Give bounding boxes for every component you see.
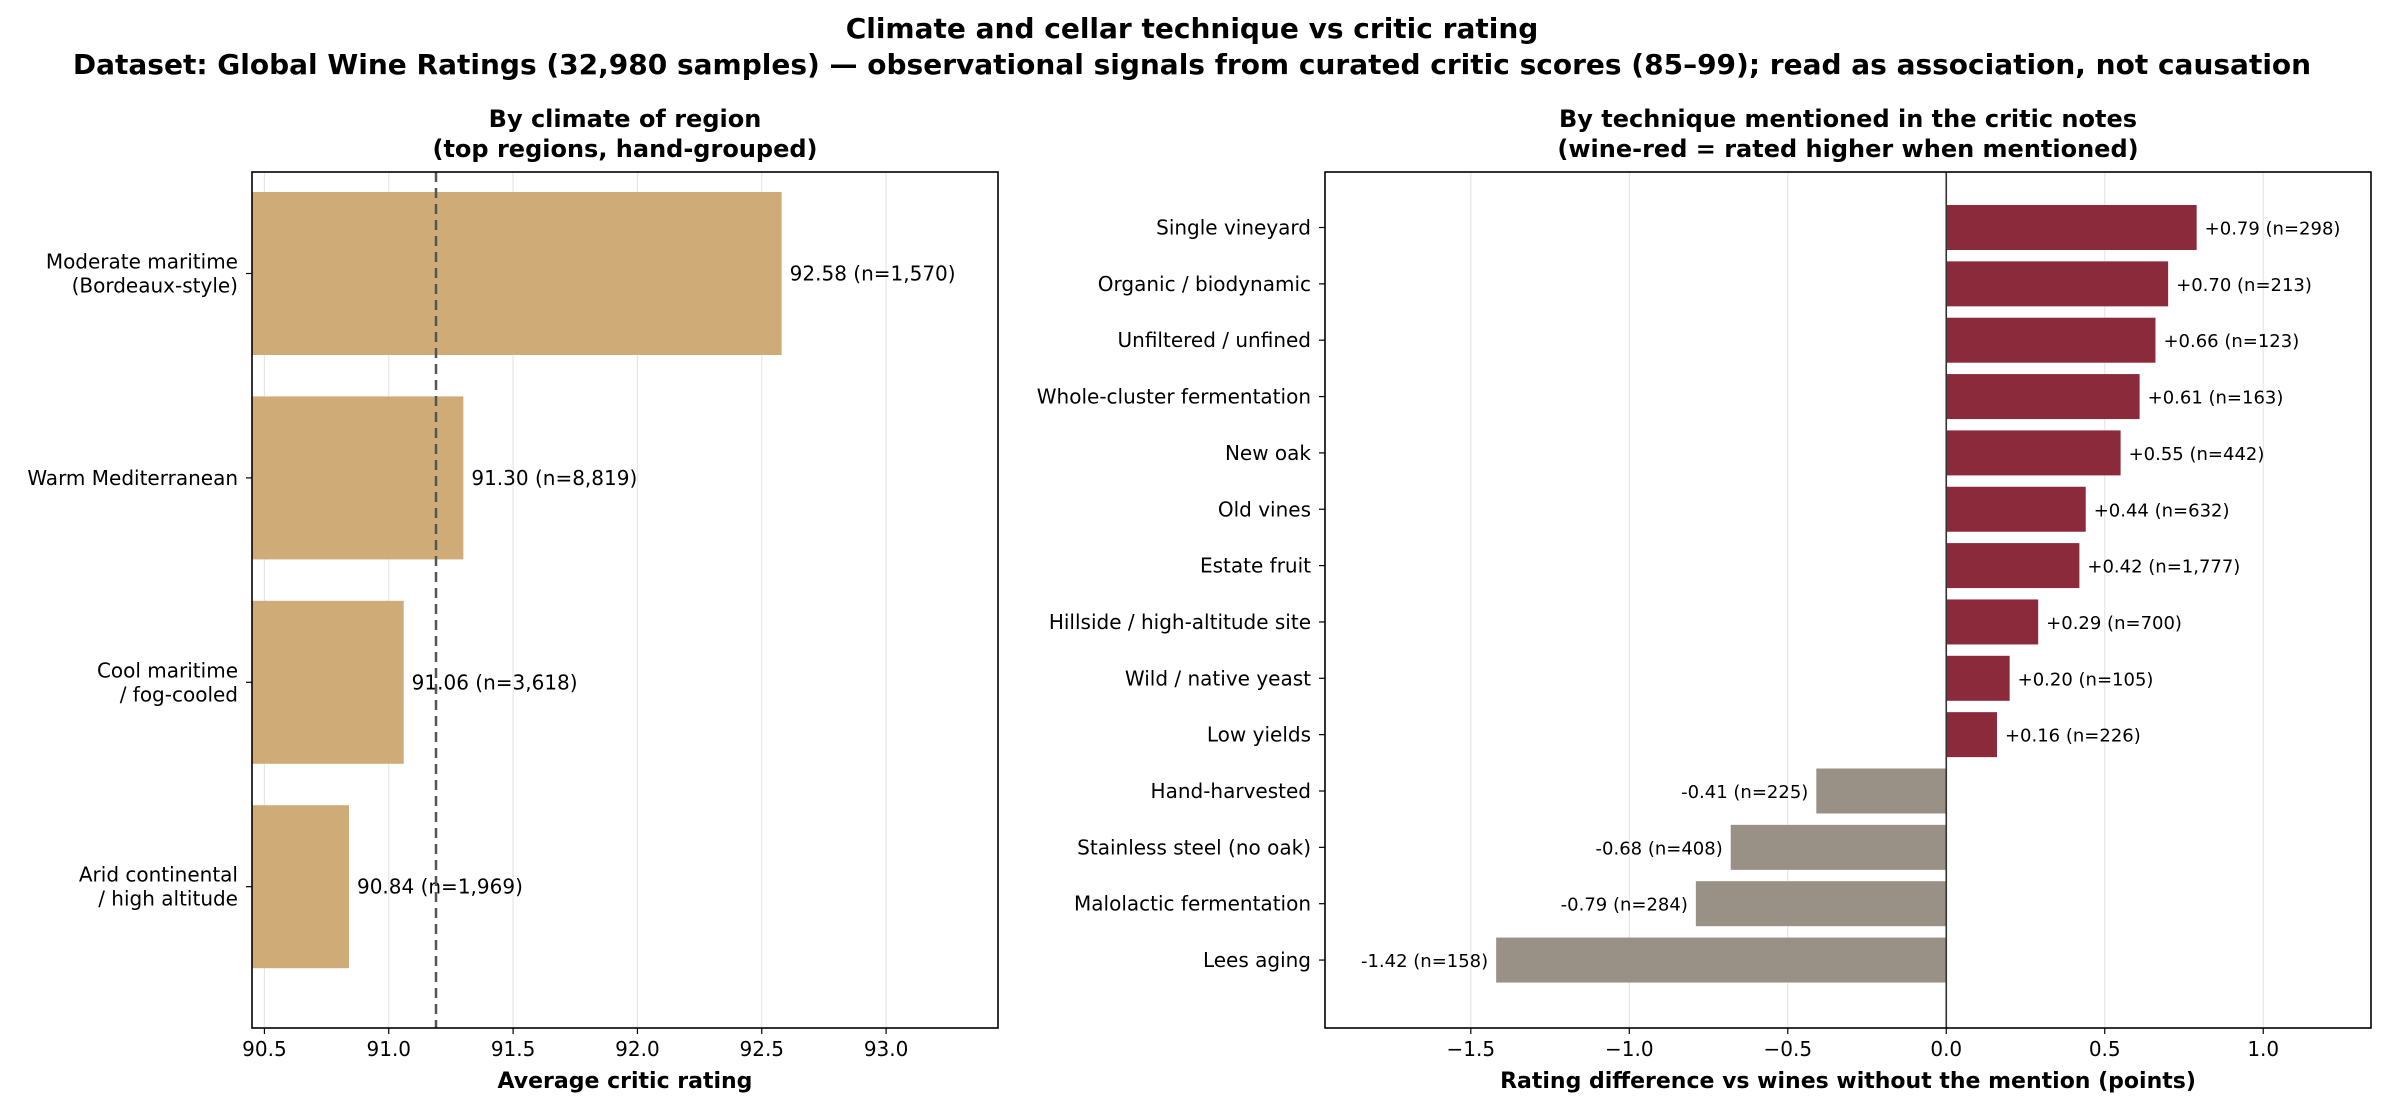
bar-value-label: +0.66 (n=123) — [2163, 331, 2299, 352]
bar-value-label: +0.16 (n=226) — [2005, 726, 2141, 747]
y-tick-label: Old vines — [1218, 497, 1311, 521]
x-tick-label: 91.0 — [367, 1037, 412, 1061]
figure-subtitle: Dataset: Global Wine Ratings (32,980 sam… — [72, 48, 2312, 81]
bar-value-label: +0.61 (n=163) — [2148, 388, 2284, 409]
y-tick-label: Lees aging — [1203, 948, 1311, 972]
bar — [1946, 655, 2010, 701]
bar-value-label: +0.44 (n=632) — [2094, 500, 2230, 521]
bar — [1946, 430, 2121, 476]
x-axis-label: Average critic rating — [498, 1069, 753, 1094]
x-tick-label: 91.5 — [491, 1037, 536, 1061]
y-tick-label: Low yields — [1207, 723, 1311, 747]
bar-value-label: -0.68 (n=408) — [1596, 838, 1723, 859]
x-tick-label: 0.5 — [2089, 1037, 2121, 1061]
y-tick-label: Malolactic fermentation — [1074, 892, 1311, 916]
bar — [1946, 205, 2197, 250]
bar-value-label: +0.55 (n=442) — [2129, 444, 2265, 465]
y-tick-label: Unfiltered / unfined — [1118, 328, 1311, 352]
panel-1: By climate of region (top regions, hand-g… — [27, 105, 999, 1094]
bar — [1946, 317, 2156, 363]
y-tick-label: Hillside / high-altitude site — [1049, 610, 1311, 634]
y-tick-label: Moderate maritime (Bordeaux-style) — [46, 250, 238, 298]
panel-title: By technique mentioned in the critic not… — [1557, 105, 2138, 163]
plot-frame — [1324, 171, 2372, 1029]
bar — [1730, 824, 1947, 870]
x-tick-label: 1.0 — [2247, 1037, 2279, 1061]
bar-value-label: -0.79 (n=284) — [1561, 895, 1688, 916]
panel-title: By climate of region (top regions, hand-g… — [432, 105, 817, 163]
bar — [1946, 374, 2140, 420]
bar — [1946, 543, 2080, 589]
y-tick-label: Arid continental / high altitude — [79, 863, 238, 911]
bar — [1946, 712, 1997, 758]
x-tick-label: −1.0 — [1605, 1037, 1654, 1061]
x-tick-label: 0.0 — [1930, 1037, 1962, 1061]
x-tick-label: 93.0 — [864, 1037, 909, 1061]
bar-value-label: +0.42 (n=1,777) — [2087, 557, 2240, 578]
bar-value-label: +0.79 (n=298) — [2205, 219, 2341, 240]
y-tick-label: Hand-harvested — [1151, 779, 1311, 803]
bar — [252, 396, 464, 560]
x-tick-label: 92.0 — [615, 1037, 660, 1061]
bar-value-label: +0.29 (n=700) — [2046, 613, 2182, 634]
panel-2: By technique mentioned in the critic not… — [1037, 105, 2372, 1094]
y-tick-label: Warm Mediterranean — [27, 466, 238, 490]
bar — [252, 192, 782, 355]
x-tick-label: −0.5 — [1763, 1037, 1812, 1061]
y-tick-label: New oak — [1225, 441, 1311, 465]
y-tick-label: Whole-cluster fermentation — [1037, 385, 1311, 409]
x-tick-label: −1.5 — [1447, 1037, 1496, 1061]
plot-frame — [251, 171, 999, 1029]
y-tick-label: Estate fruit — [1200, 554, 1311, 578]
bar — [252, 600, 404, 764]
bar — [1946, 599, 2039, 645]
figure-title: Climate and cellar technique vs critic r… — [845, 12, 1539, 45]
x-axis-label: Rating difference vs wines without the m… — [1500, 1069, 2196, 1094]
bar — [1496, 937, 1947, 983]
bar — [1816, 768, 1947, 814]
bar-value-label: 90.84 (n=1,969) — [357, 875, 523, 899]
bar-value-label: 91.30 (n=8,819) — [471, 466, 637, 490]
y-tick-label: Single vineyard — [1156, 216, 1311, 240]
y-tick-label: Organic / biodynamic — [1098, 272, 1311, 296]
y-tick-label: Wild / native yeast — [1125, 666, 1311, 690]
bar-value-label: +0.20 (n=105) — [2018, 669, 2154, 690]
bar-value-label: +0.70 (n=213) — [2176, 275, 2312, 296]
bar-value-label: 92.58 (n=1,570) — [790, 262, 956, 286]
bar-value-label: -0.41 (n=225) — [1681, 782, 1808, 803]
bar — [252, 805, 349, 969]
bar — [1695, 881, 1947, 927]
x-tick-label: 92.5 — [740, 1037, 785, 1061]
bar — [1946, 261, 2169, 307]
bar-value-label: -1.42 (n=158) — [1361, 951, 1488, 972]
bar — [1946, 486, 2086, 532]
x-tick-label: 90.5 — [242, 1037, 287, 1061]
y-tick-label: Stainless steel (no oak) — [1077, 835, 1311, 859]
bar-value-label: 91.06 (n=3,618) — [412, 670, 578, 694]
y-tick-label: Cool maritime / fog-cooled — [97, 658, 238, 706]
